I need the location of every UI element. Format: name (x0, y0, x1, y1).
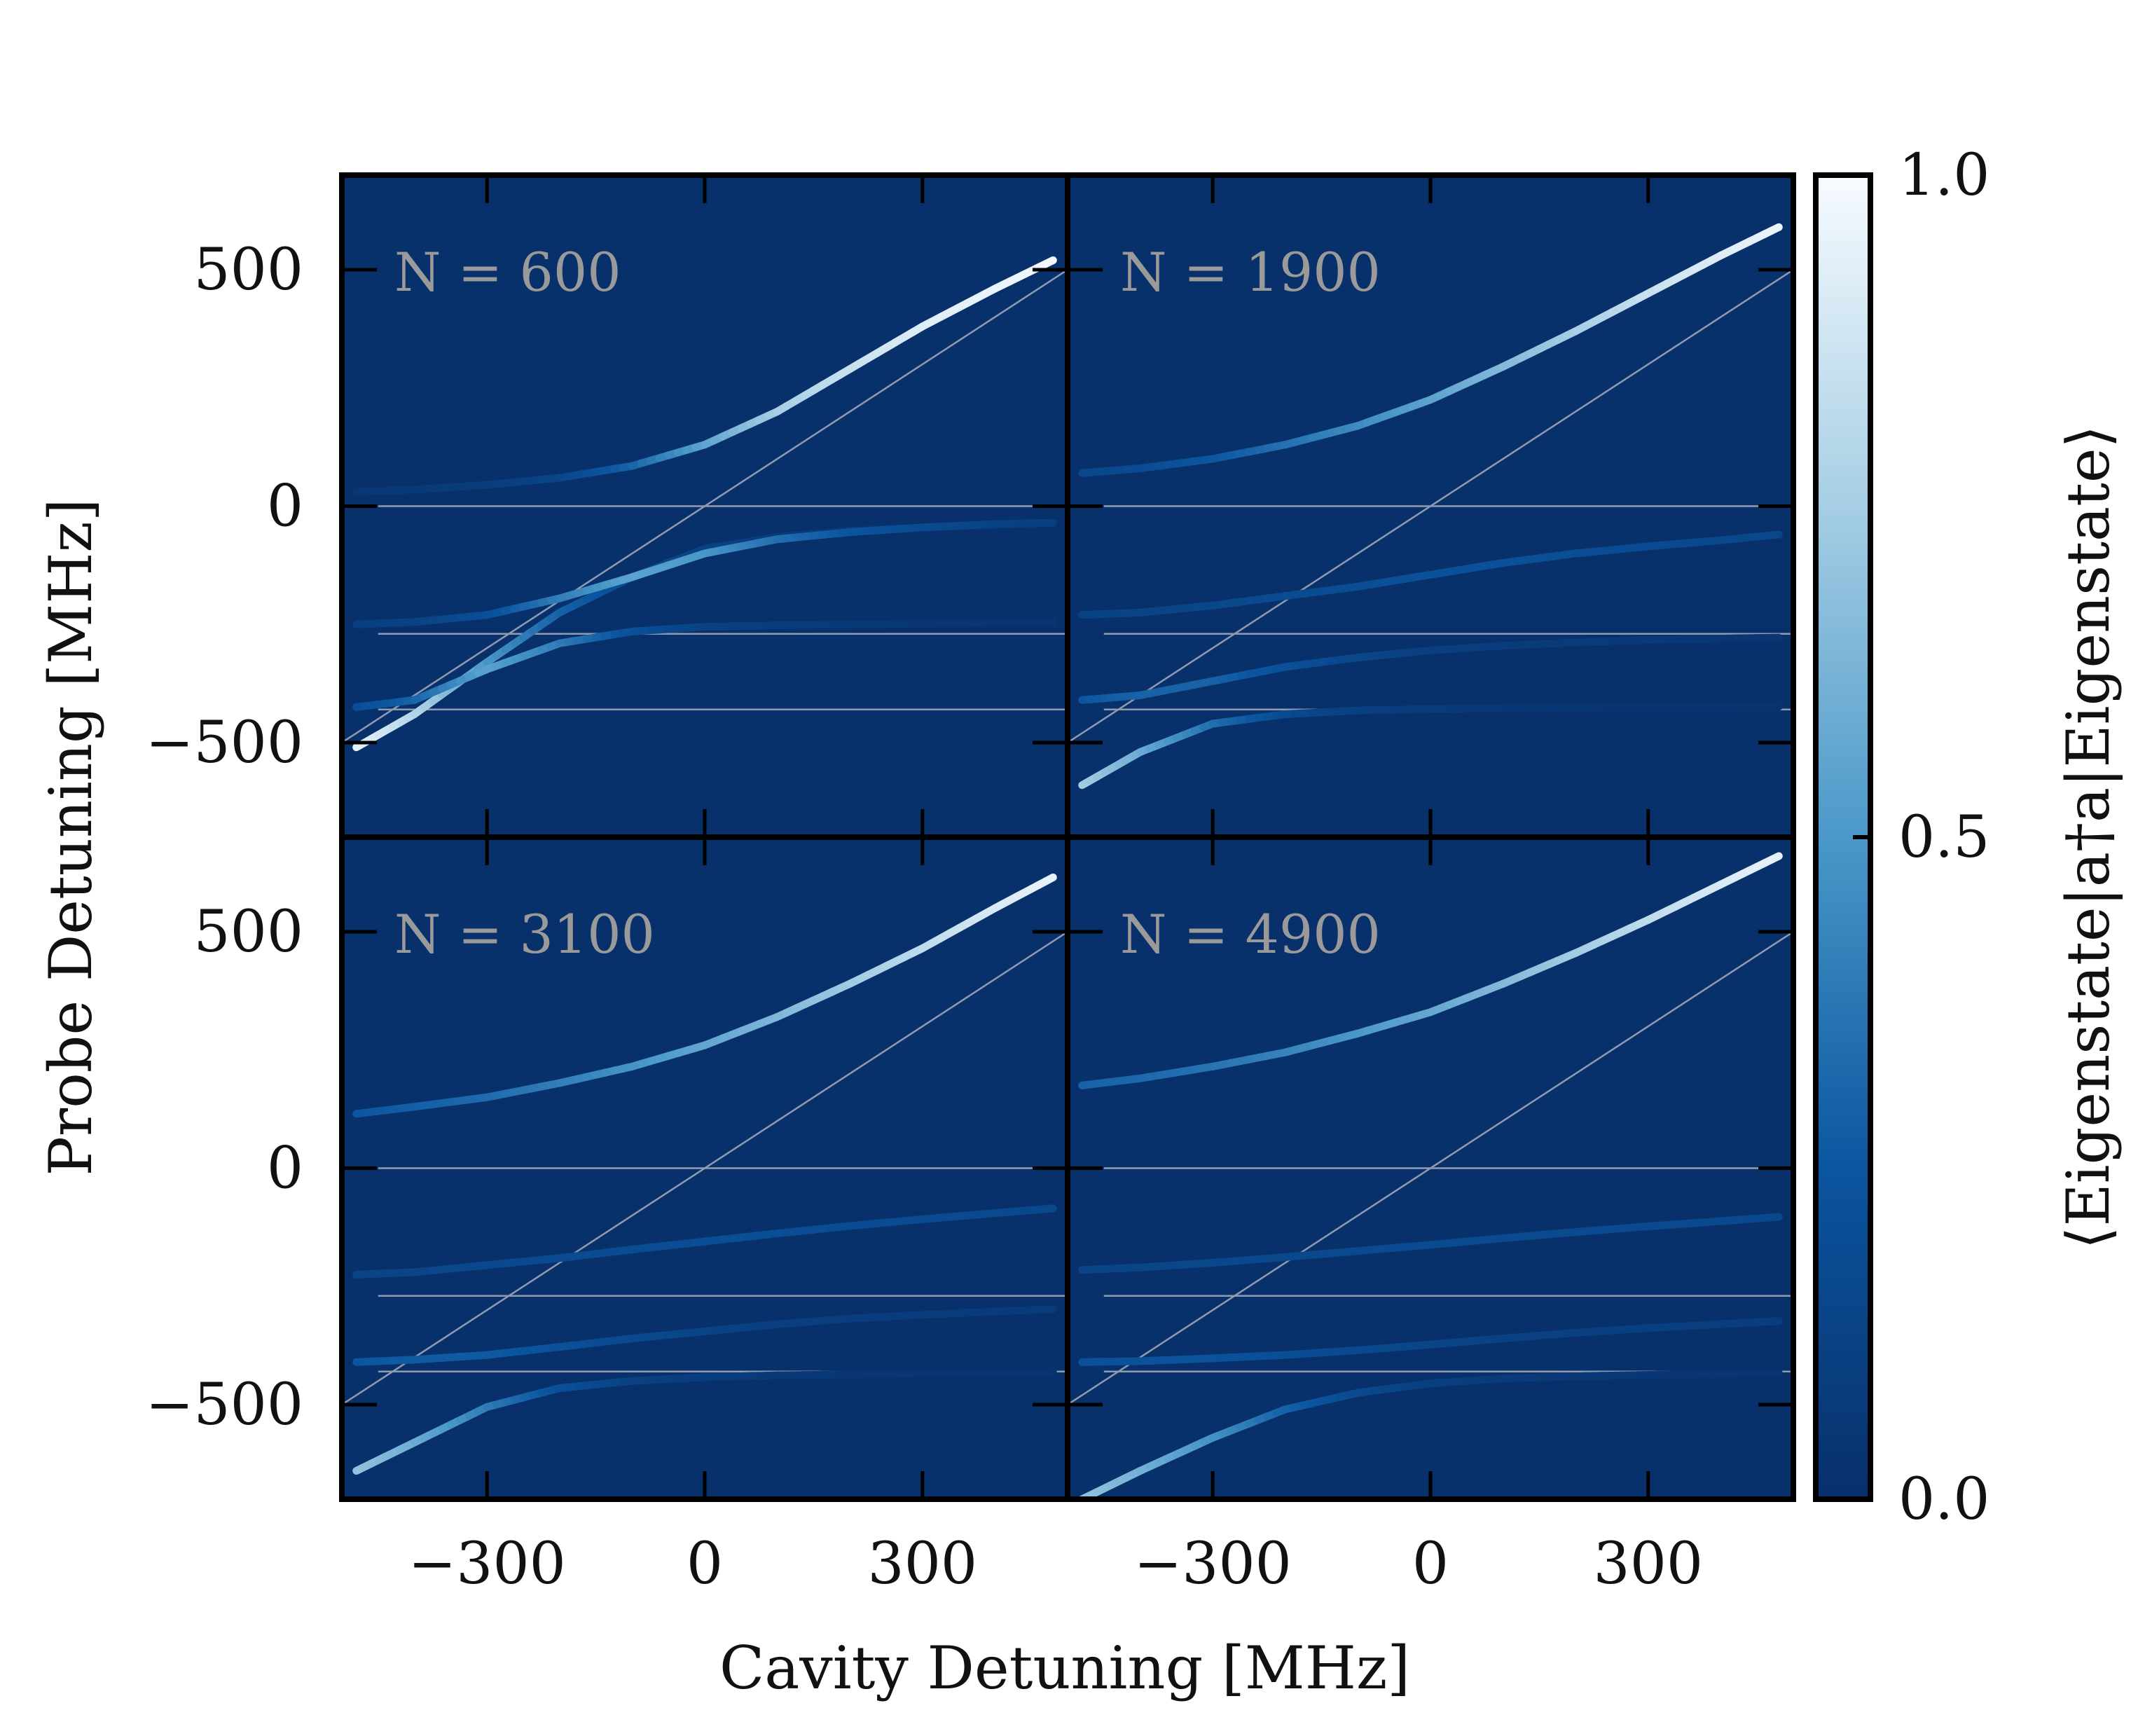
branch-segment (1042, 873, 1057, 886)
branch-series (1078, 1369, 1783, 1499)
branch-series (1078, 1317, 1783, 1366)
x-axis-label: Cavity Detuning [MHz] (719, 1634, 1410, 1702)
x-tick-label: 0 (687, 1531, 723, 1597)
reference-diagonal (342, 930, 1068, 1406)
y-axis-label: Probe Detuning [MHz] (36, 499, 105, 1176)
y-tick-label: −500 (146, 710, 303, 776)
x-tick-label: −300 (408, 1531, 566, 1597)
colorbar: 1.0 0.5 0.0 ⟨Eigenstate|a†a|Eigenstate⟩ (1813, 142, 2123, 1533)
colorbar-label: ⟨Eigenstate|a†a|Eigenstate⟩ (2054, 425, 2123, 1250)
y-tick-label: 0 (267, 474, 303, 540)
y-tick-label: 0 (267, 1136, 303, 1202)
colorbar-tick-label: 0.5 (1898, 804, 1989, 871)
x-tick-label: 300 (868, 1531, 978, 1597)
panel: N = 3100 (339, 834, 1070, 1502)
branch-segment (1767, 1317, 1783, 1325)
panel-label: N = 4900 (1120, 903, 1381, 965)
x-tick-label: 0 (1412, 1531, 1449, 1597)
colorbar-tick-label: 0.0 (1898, 1466, 1989, 1533)
branch-segment (1042, 256, 1057, 268)
branch-series (352, 1368, 1057, 1475)
branch-series (1078, 223, 1783, 477)
branch-series (352, 873, 1057, 1118)
panel-label: N = 1900 (1120, 241, 1381, 303)
branch-series (352, 1204, 1057, 1279)
panel-label: N = 600 (394, 241, 621, 303)
branch-segment (1042, 1204, 1057, 1213)
y-tick-label: 500 (193, 237, 303, 303)
branch-segment (1767, 223, 1783, 235)
panel: N = 4900 (1065, 834, 1796, 1502)
reference-diagonal (1068, 930, 1793, 1406)
branch-series (1078, 530, 1783, 619)
branch-series (1078, 633, 1783, 704)
branch-series (1078, 703, 1783, 790)
reference-diagonal (1068, 268, 1793, 744)
branch-series (352, 618, 1057, 711)
y-tick-label: −500 (146, 1372, 303, 1438)
branch-series (1078, 1213, 1783, 1274)
colorbar-tick-label: 1.0 (1898, 142, 1989, 209)
branch-segment (1767, 1213, 1783, 1222)
branch-segment (1767, 852, 1783, 864)
panels: N = 600 N = 1900 N = 3100 N = 4900 (339, 172, 1796, 1502)
branch-series (352, 518, 1057, 628)
x-tick-label: −300 (1134, 1531, 1292, 1597)
branch-series (352, 256, 1057, 496)
y-tick-label: 500 (193, 899, 303, 965)
panel: N = 600 (339, 172, 1070, 840)
reference-diagonal (342, 268, 1068, 744)
axes: −500 0 500 −500 0 500 −300 0 300 −300 0 300 (146, 237, 1703, 1597)
panel-label: N = 3100 (394, 903, 655, 965)
x-tick-label: 300 (1594, 1531, 1704, 1597)
branch-series (1078, 852, 1783, 1089)
branch-series (352, 1305, 1057, 1366)
panel: N = 1900 (1065, 172, 1796, 840)
